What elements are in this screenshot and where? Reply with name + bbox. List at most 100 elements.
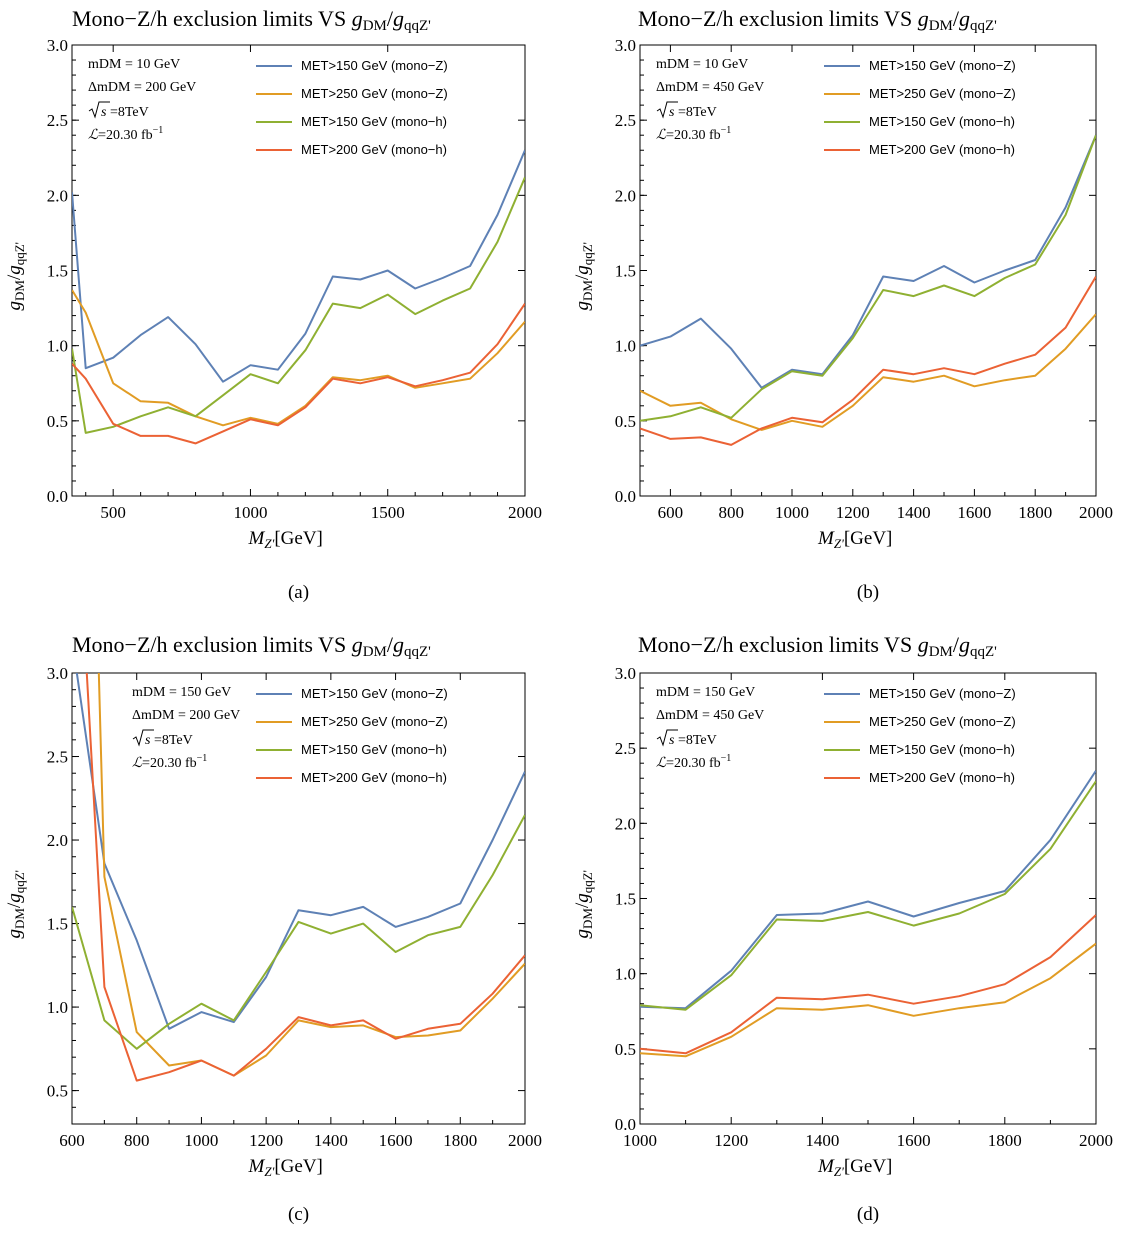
y-tick-label: 2.5 — [47, 111, 68, 130]
series-line-4 — [640, 914, 1096, 1055]
x-tick-label: 1600 — [379, 1131, 413, 1150]
y-tick-label: 2.0 — [615, 186, 636, 205]
y-tick-label: 1.0 — [47, 337, 68, 356]
x-tick-label: 1000 — [233, 503, 267, 522]
x-tick-label: 1600 — [897, 1131, 931, 1150]
x-tick-label: 1000 — [623, 1131, 657, 1150]
series-line-1 — [640, 770, 1096, 1010]
series-line-3 — [72, 814, 525, 1050]
y-tick-label: 2.5 — [615, 111, 636, 130]
y-tick-label: 1.0 — [615, 337, 636, 356]
series-line-2 — [97, 673, 525, 1077]
x-tick-label: 1400 — [314, 1131, 348, 1150]
y-tick-label: 1.5 — [615, 262, 636, 281]
x-tick-label: 1400 — [805, 1131, 839, 1150]
x-tick-label: 2000 — [508, 503, 542, 522]
info-energy: s =8TeV — [101, 105, 149, 120]
chart-panel-c: Mono−Z/h exclusion limits VS gDM/gqqZ' 0.… — [4, 632, 542, 1225]
legend-entry: MET>200 GeV (mono−h) — [869, 142, 1015, 157]
series-line-2 — [640, 313, 1096, 431]
x-tick-label: 1800 — [1018, 503, 1052, 522]
sqrt-symbol — [656, 101, 678, 119]
info-luminosity: ℒ=20.30 fb−1 — [132, 753, 207, 771]
info-dmdm: ΔmDM = 450 GeV — [656, 80, 764, 95]
x-tick-label: 1000 — [184, 1131, 218, 1150]
sqrt-symbol — [132, 729, 154, 747]
y-tick-label: 1.5 — [47, 262, 68, 281]
x-tick-label: 800 — [718, 503, 744, 522]
y-tick-label: 3.0 — [615, 36, 636, 55]
y-tick-label: 2.0 — [47, 186, 68, 205]
series-line-2 — [72, 289, 525, 427]
y-tick-label: 1.0 — [47, 998, 68, 1017]
info-dmdm: ΔmDM = 200 GeV — [132, 708, 240, 723]
chart-title: Mono−Z/h exclusion limits VS gDM/gqqZ' — [638, 6, 997, 34]
x-tick-label: 500 — [100, 503, 126, 522]
legend-entry: MET>250 GeV (mono−Z) — [869, 86, 1016, 101]
y-tick-label: 3.0 — [47, 36, 68, 55]
series-line-4 — [85, 673, 525, 1082]
sqrt-symbol — [656, 729, 678, 747]
x-tick-label: 2000 — [1079, 503, 1113, 522]
x-axis-label: MZ'[GeV] — [817, 528, 892, 551]
legend-entry: MET>150 GeV (mono−h) — [301, 742, 447, 757]
info-luminosity: ℒ=20.30 fb−1 — [88, 125, 163, 143]
legend-entry: MET>250 GeV (mono−Z) — [301, 86, 448, 101]
info-luminosity: ℒ=20.30 fb−1 — [656, 125, 731, 143]
x-tick-label: 1000 — [775, 503, 809, 522]
info-dmdm: ΔmDM = 200 GeV — [88, 80, 196, 95]
chart-title: Mono−Z/h exclusion limits VS gDM/gqqZ' — [72, 6, 431, 34]
x-tick-label: 1600 — [957, 503, 991, 522]
panel-label: (c) — [288, 1204, 309, 1225]
legend-entry: MET>200 GeV (mono−h) — [301, 770, 447, 785]
y-tick-label: 2.5 — [47, 748, 68, 767]
info-luminosity: ℒ=20.30 fb−1 — [656, 753, 731, 771]
series-line-4 — [640, 275, 1096, 446]
x-tick-label: 600 — [658, 503, 684, 522]
x-axis-label: MZ'[GeV] — [817, 1156, 892, 1179]
info-dmdm: ΔmDM = 450 GeV — [656, 708, 764, 723]
y-tick-label: 3.0 — [47, 664, 68, 683]
y-tick-label: 2.0 — [615, 814, 636, 833]
info-energy: s =8TeV — [145, 733, 193, 748]
y-tick-label: 0.5 — [615, 412, 636, 431]
y-axis-label: gDM/gqqZ' — [4, 870, 27, 939]
legend-entry: MET>150 GeV (mono−h) — [869, 742, 1015, 757]
series-line-1 — [640, 134, 1096, 389]
legend-entry: MET>150 GeV (mono−Z) — [869, 58, 1016, 73]
info-mdm: mDM = 10 GeV — [656, 57, 748, 72]
legend-entry: MET>250 GeV (mono−Z) — [869, 714, 1016, 729]
y-tick-label: 1.0 — [615, 965, 636, 984]
series-line-1 — [72, 149, 525, 383]
x-tick-label: 1200 — [714, 1131, 748, 1150]
legend-entry: MET>250 GeV (mono−Z) — [301, 714, 448, 729]
y-tick-label: 3.0 — [615, 664, 636, 683]
x-tick-label: 2000 — [1079, 1131, 1113, 1150]
x-tick-label: 600 — [59, 1131, 85, 1150]
y-tick-label: 1.5 — [615, 890, 636, 909]
series-line-2 — [640, 942, 1096, 1058]
chart-title: Mono−Z/h exclusion limits VS gDM/gqqZ' — [72, 632, 431, 660]
legend-entry: MET>150 GeV (mono−Z) — [301, 58, 448, 73]
info-mdm: mDM = 150 GeV — [132, 685, 231, 700]
x-tick-label: 1200 — [249, 1131, 283, 1150]
y-tick-label: 0.0 — [615, 487, 636, 506]
y-tick-label: 2.5 — [615, 739, 636, 758]
x-axis-label: MZ'[GeV] — [248, 1156, 323, 1179]
x-tick-label: 1800 — [988, 1131, 1022, 1150]
y-axis-label: gDM/gqqZ' — [572, 242, 595, 311]
legend-entry: MET>150 GeV (mono−h) — [301, 114, 447, 129]
x-tick-label: 1800 — [443, 1131, 477, 1150]
sqrt-symbol — [88, 101, 110, 119]
x-tick-label: 1200 — [836, 503, 870, 522]
y-axis-label: gDM/gqqZ' — [4, 242, 27, 311]
y-tick-label: 0.5 — [47, 1082, 68, 1101]
x-tick-label: 1500 — [371, 503, 405, 522]
x-tick-label: 800 — [124, 1131, 150, 1150]
legend-entry: MET>150 GeV (mono−h) — [869, 114, 1015, 129]
info-energy: s =8TeV — [669, 733, 717, 748]
chart-title: Mono−Z/h exclusion limits VS gDM/gqqZ' — [638, 632, 997, 660]
x-axis-label: MZ'[GeV] — [248, 528, 323, 551]
legend-entry: MET>150 GeV (mono−Z) — [869, 686, 1016, 701]
